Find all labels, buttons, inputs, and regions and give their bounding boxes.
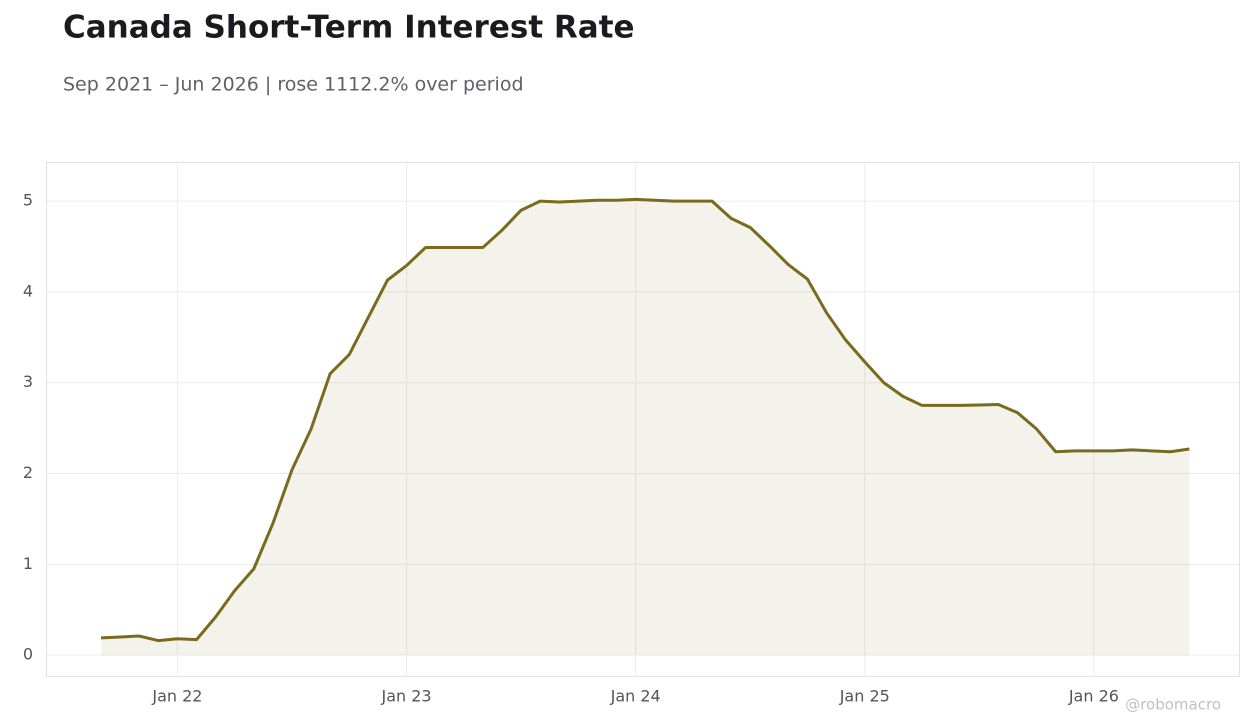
area-fill (101, 199, 1190, 656)
chart-subtitle: Sep 2021 – Jun 2026 | rose 1112.2% over … (63, 74, 524, 96)
y-tick-label: 3 (23, 372, 33, 391)
watermark: @robomacro (1125, 696, 1221, 714)
area-line (100, 197, 1190, 643)
x-tick-label: Jan 26 (1068, 687, 1119, 706)
x-tick-label: Jan 22 (151, 687, 202, 706)
x-tick-label: Jan 23 (380, 687, 431, 706)
y-tick-label: 5 (23, 191, 33, 210)
x-tick-label: Jan 25 (839, 687, 890, 706)
y-tick-label: 4 (23, 281, 33, 300)
chart-title: Canada Short-Term Interest Rate (63, 10, 635, 46)
x-tick-label: Jan 24 (610, 687, 661, 706)
y-tick-label: 1 (23, 554, 33, 573)
plot-frame (46, 162, 1240, 677)
y-tick-label: 0 (23, 645, 33, 664)
y-tick-label: 2 (23, 463, 33, 482)
